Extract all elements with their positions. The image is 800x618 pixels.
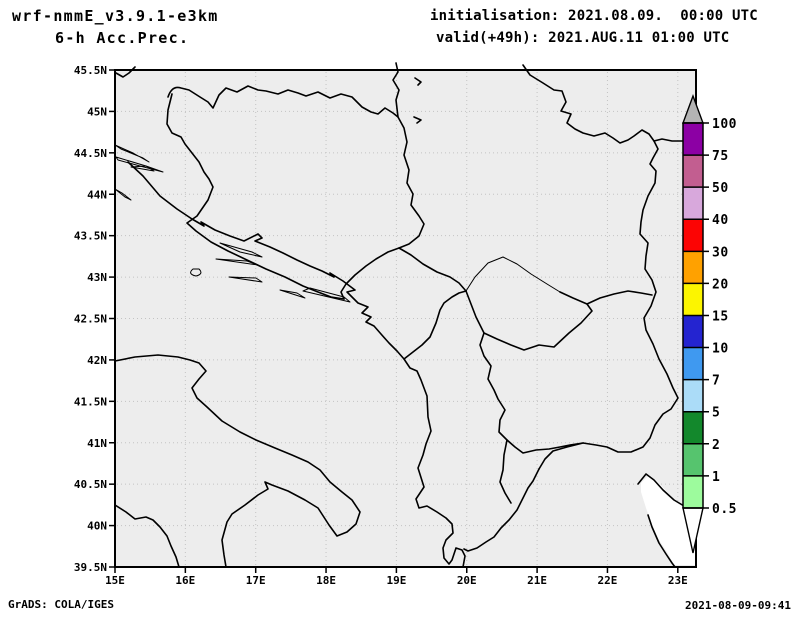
x-axis-label: 23E (668, 574, 688, 587)
colorbar-segment (683, 187, 703, 220)
colorbar-segment (683, 443, 703, 476)
colorbar-label: 2 (712, 438, 720, 453)
border-serbia-romania (522, 64, 684, 144)
colorbar-segment (683, 155, 703, 188)
coastline-tyrrhenian (114, 504, 180, 568)
border-serbia-bulgaria (582, 140, 679, 453)
colorbar-segment (683, 411, 703, 444)
border-macedonia-greece (506, 439, 584, 470)
y-axis-label: 40N (87, 520, 107, 533)
border-bosnia-west (166, 93, 345, 300)
y-axis-label: 40.5N (74, 478, 107, 491)
colorbar-label: 30 (712, 245, 729, 260)
colorbar-label: 100 (712, 117, 737, 132)
colorbar-label: 7 (712, 374, 720, 389)
border-albania-macedonia (479, 332, 512, 504)
colorbar-label: 75 (712, 149, 729, 164)
colorbar-label: 40 (712, 213, 729, 228)
y-axis-label: 41.5N (74, 395, 107, 408)
border-kosovo-south (465, 290, 593, 351)
border-serbia-bosnia (340, 62, 425, 300)
colorbar-segment (683, 347, 703, 380)
valid-time: valid(+49h): 2021.AUG.11 01:00 UTC (436, 30, 730, 46)
x-axis-label: 16E (175, 574, 195, 587)
grads-credit: GrADS: COLA/IGES (8, 598, 114, 611)
colorbar-segment (683, 315, 703, 348)
model-title: wrf-nmmE_v3.9.1-e3km (12, 7, 219, 25)
border-albania-greece (463, 468, 540, 552)
y-axis-label: 44N (87, 188, 107, 201)
y-axis-label: 44.5N (74, 147, 107, 160)
y-axis-label: 45.5N (74, 64, 107, 77)
dalmatian-islands (114, 144, 351, 303)
colorbar-segment (683, 475, 703, 508)
lat-lon-gridlines (117, 72, 694, 565)
y-axis-label: 43.5N (74, 230, 107, 243)
border-montenegro-albania (403, 290, 467, 360)
outside-domain-region (641, 475, 696, 565)
colorbar-label: 15 (712, 309, 729, 324)
y-axis-label: 42N (87, 354, 107, 367)
coastline-aegean-west (647, 514, 676, 568)
x-axis-label: 20E (457, 574, 477, 587)
x-axis-label: 22E (598, 574, 618, 587)
border-kosovo-bulgaria-link (586, 290, 653, 305)
colorbar-segment (683, 379, 703, 412)
x-axis-label: 21E (527, 574, 547, 587)
x-axis-label: 18E (316, 574, 336, 587)
colorbar-label: 20 (712, 277, 729, 292)
axes: 45.5N 45N 44.5N 44N 43.5N 43N 42.5N 42N 41.5N 41N… (74, 64, 688, 587)
colorbar-segment (683, 219, 703, 252)
x-axis-label: 15E (105, 574, 125, 587)
x-axis-label: 19E (386, 574, 406, 587)
y-axis-label: 41N (87, 437, 107, 450)
coastline-adriatic (127, 161, 466, 568)
colorbar-outline (682, 122, 704, 509)
y-axis-label: 43N (87, 271, 107, 284)
x-axis-label: 17E (246, 574, 266, 587)
colorbar-label: 1 (712, 470, 720, 485)
colorbar-segment (683, 123, 703, 156)
colorbar-label: 10 (712, 342, 729, 357)
border-north (167, 85, 399, 118)
colorbar-label: 5 (712, 406, 720, 421)
colorbar-segment (683, 251, 703, 284)
border-serbia-montenegro (398, 247, 467, 292)
colorbar-label: 0.5 (712, 502, 737, 517)
coastline-italy (114, 354, 361, 568)
creation-timestamp: 2021-08-09-09:41 (685, 599, 791, 612)
colorbar-segment (683, 283, 703, 316)
danube-meanders (413, 77, 422, 124)
initialisation-time: initialisation: 2021.08.09. 00:00 UTC (430, 8, 758, 24)
y-axis-label: 42.5N (74, 313, 107, 326)
border-kosovo-north (465, 256, 561, 293)
variable-title: 6-h Acc.Prec. (55, 29, 190, 47)
y-axis-label: 39.5N (74, 561, 107, 574)
y-axis-label: 45N (87, 105, 107, 118)
colorbar-label: 50 (712, 181, 729, 196)
